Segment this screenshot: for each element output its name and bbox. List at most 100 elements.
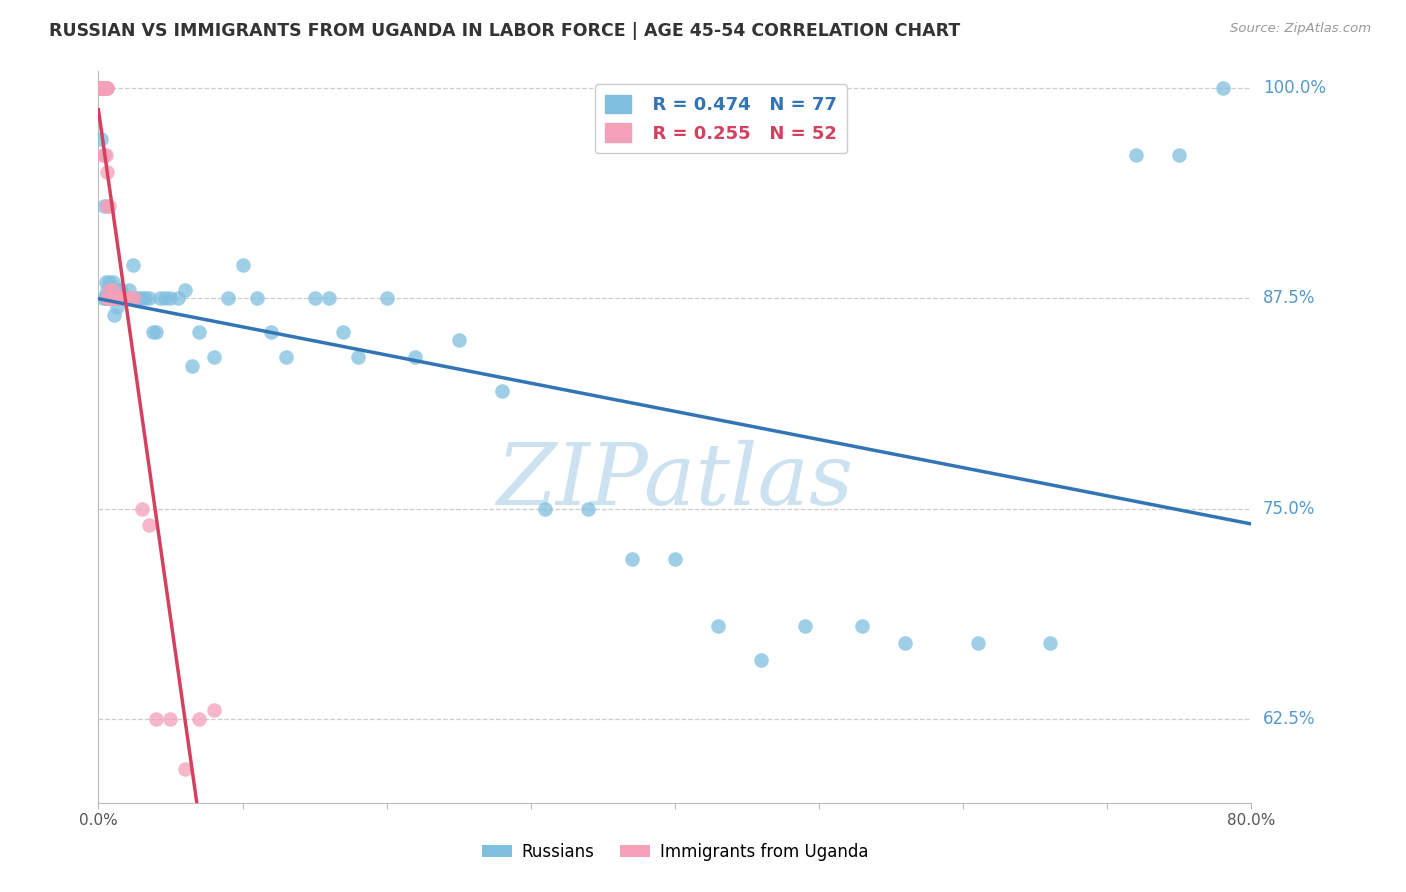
Point xyxy=(96,165,118,179)
Point xyxy=(181,359,204,373)
Point xyxy=(100,291,122,305)
Point xyxy=(90,81,112,95)
Point xyxy=(118,283,141,297)
Point xyxy=(1168,148,1191,162)
Point xyxy=(108,291,131,305)
Point xyxy=(100,291,122,305)
Point xyxy=(112,291,135,305)
Point xyxy=(491,384,513,398)
Point xyxy=(159,712,181,726)
Point xyxy=(851,619,873,633)
Point xyxy=(110,283,132,297)
Point xyxy=(117,291,139,305)
Text: ZIPatlas: ZIPatlas xyxy=(496,440,853,523)
Point xyxy=(91,148,114,162)
Point xyxy=(101,275,124,289)
Point xyxy=(112,291,135,305)
Point xyxy=(664,552,686,566)
Point xyxy=(97,199,120,213)
Point xyxy=(111,291,134,305)
Point xyxy=(105,291,128,305)
Point xyxy=(188,712,211,726)
Point xyxy=(174,762,197,776)
Point xyxy=(97,291,120,305)
Text: 100.0%: 100.0% xyxy=(1263,79,1326,97)
Point xyxy=(96,81,118,95)
Point xyxy=(104,291,127,305)
Point xyxy=(1125,148,1147,162)
Point xyxy=(104,291,127,305)
Point xyxy=(93,81,115,95)
Point xyxy=(578,501,600,516)
Point xyxy=(93,199,115,213)
Point xyxy=(96,81,118,95)
Point xyxy=(620,552,643,566)
Point xyxy=(274,350,297,364)
Point xyxy=(94,81,117,95)
Point xyxy=(159,291,181,305)
Point xyxy=(332,325,354,339)
Point xyxy=(96,283,118,297)
Point xyxy=(202,703,225,717)
Point xyxy=(142,325,165,339)
Point xyxy=(100,291,122,305)
Point xyxy=(94,275,117,289)
Point xyxy=(966,636,988,650)
Point xyxy=(202,350,225,364)
Point xyxy=(98,291,121,305)
Point xyxy=(217,291,239,305)
Point xyxy=(131,501,153,516)
Point xyxy=(138,291,160,305)
Point xyxy=(120,291,142,305)
Point xyxy=(104,283,127,297)
Point xyxy=(93,148,115,162)
Point xyxy=(93,81,115,95)
Point xyxy=(103,291,125,305)
Point xyxy=(94,291,117,305)
Text: 75.0%: 75.0% xyxy=(1263,500,1315,517)
Text: 87.5%: 87.5% xyxy=(1263,289,1315,308)
Point xyxy=(110,291,132,305)
Point xyxy=(107,291,129,305)
Point xyxy=(117,291,139,305)
Point xyxy=(94,291,117,305)
Point xyxy=(91,81,114,95)
Point xyxy=(91,81,114,95)
Text: 62.5%: 62.5% xyxy=(1263,710,1316,728)
Point xyxy=(94,81,117,95)
Point xyxy=(751,653,773,667)
Point xyxy=(94,81,117,95)
Point xyxy=(103,308,125,322)
Point xyxy=(707,619,730,633)
Point xyxy=(96,291,118,305)
Point xyxy=(97,283,120,297)
Point xyxy=(1212,81,1234,95)
Point xyxy=(105,291,128,305)
Point xyxy=(89,81,111,95)
Point xyxy=(96,199,118,213)
Point xyxy=(101,291,124,305)
Point xyxy=(793,619,815,633)
Point xyxy=(1039,636,1062,650)
Point xyxy=(94,148,117,162)
Point xyxy=(101,283,124,297)
Point xyxy=(97,291,120,305)
Point xyxy=(260,325,283,339)
Point xyxy=(90,81,112,95)
Point xyxy=(304,291,326,305)
Point xyxy=(153,291,176,305)
Point xyxy=(98,291,121,305)
Point xyxy=(134,291,156,305)
Point xyxy=(149,291,172,305)
Point xyxy=(346,350,368,364)
Point xyxy=(97,291,120,305)
Point xyxy=(91,81,114,95)
Point xyxy=(90,81,112,95)
Point xyxy=(894,636,917,650)
Point xyxy=(145,325,167,339)
Point xyxy=(94,81,117,95)
Point xyxy=(375,291,398,305)
Text: RUSSIAN VS IMMIGRANTS FROM UGANDA IN LABOR FORCE | AGE 45-54 CORRELATION CHART: RUSSIAN VS IMMIGRANTS FROM UGANDA IN LAB… xyxy=(49,22,960,40)
Point xyxy=(98,283,121,297)
Point xyxy=(246,291,269,305)
